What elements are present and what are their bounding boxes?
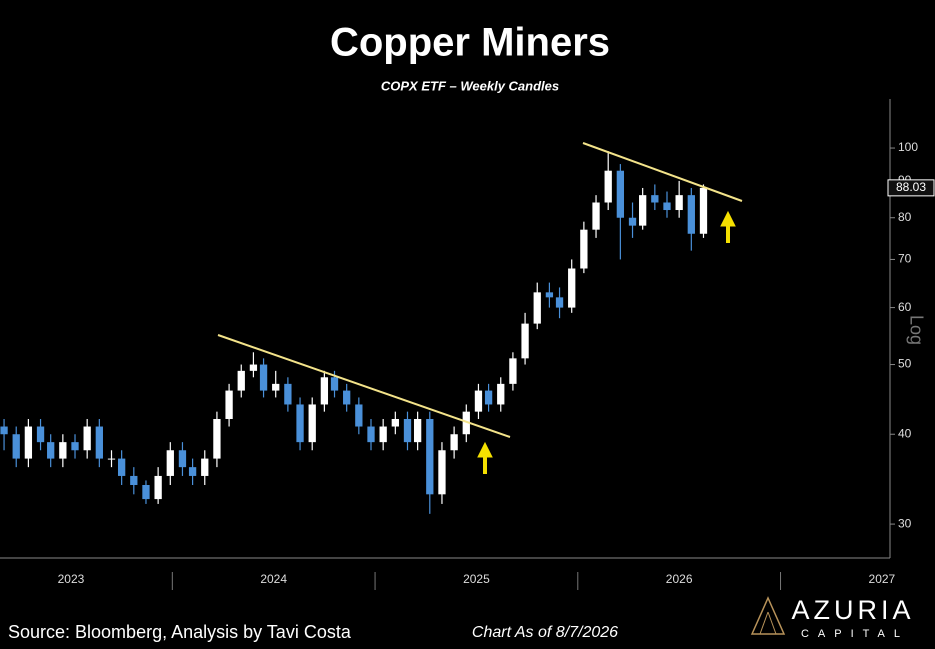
candle-body [154, 475, 162, 500]
candle-body [259, 364, 268, 391]
candle-body [497, 383, 505, 405]
arrow-head [477, 441, 493, 458]
candle-body [462, 411, 470, 435]
candle-body [474, 390, 483, 412]
candles [0, 151, 708, 514]
x-tick-label: 2027 [869, 572, 896, 586]
source: Source: Bloomberg, Analysis by Tavi Cost… [8, 622, 352, 642]
candle-body [178, 450, 187, 468]
candle-body [521, 323, 529, 359]
logo-mark [759, 611, 769, 635]
candle-body [403, 418, 412, 443]
x-tick-label: 2026 [666, 572, 693, 586]
candle-body [71, 442, 79, 451]
candle-body [166, 450, 174, 476]
candle-body [284, 383, 292, 405]
arrows [477, 210, 736, 474]
candle-body [308, 404, 316, 443]
y-tick-label: 80 [898, 210, 912, 224]
candle-body [83, 426, 91, 451]
x-tick-label: 2024 [260, 572, 287, 586]
candle-body [117, 458, 126, 476]
candle-body [47, 442, 55, 459]
y-axis-label: Log [906, 315, 926, 345]
candle-body [533, 292, 541, 324]
x-tick-label: 2025 [463, 572, 490, 586]
x-tick-label: 2023 [58, 572, 85, 586]
last-price-box [887, 179, 935, 197]
candle-body [509, 358, 517, 384]
y-tick-label: 40 [898, 426, 912, 440]
candle-body [580, 229, 588, 269]
arrow-head [720, 210, 736, 227]
y-tick-label: 70 [898, 252, 912, 266]
candle-body [201, 458, 209, 476]
candle-body [343, 390, 351, 405]
candle-body [355, 404, 363, 427]
candle-body [663, 202, 671, 211]
y-tick-label: 50 [898, 357, 912, 371]
candle-body [592, 202, 600, 230]
candle-body [249, 364, 258, 371]
logo-name: AZURIA [791, 595, 914, 625]
logo-tagline: CAPITAL [801, 628, 909, 640]
candle-body [426, 418, 434, 495]
y-tick-label: 60 [898, 300, 912, 314]
candle-body [12, 434, 20, 459]
candle-body [450, 434, 458, 451]
y-tick-label: 100 [898, 140, 918, 154]
candle-body [142, 484, 150, 500]
note: Chart As of 8/7/2026 [472, 624, 618, 641]
candle-body [237, 370, 245, 391]
logo-mark [750, 596, 786, 635]
candle-body [675, 195, 683, 211]
candle-body [639, 195, 647, 226]
logo: AZURIA CAPITAL [750, 595, 914, 640]
candle-body [568, 268, 576, 308]
candle-body [651, 195, 659, 203]
candle-body [225, 390, 233, 419]
chart-title: Copper Miners [330, 21, 610, 65]
y-tick-label: 30 [898, 516, 912, 530]
candle-body [484, 390, 493, 405]
candle-body [391, 418, 399, 427]
candle-body [296, 404, 304, 443]
candle-body [545, 292, 554, 298]
candle-body [130, 475, 138, 485]
candle-body [272, 383, 280, 391]
candle-body [699, 187, 708, 234]
candle-body [59, 442, 67, 459]
trendline [582, 142, 743, 202]
candle-body [413, 418, 422, 443]
chart-subtitle: COPX ETF – Weekly Candles [381, 78, 559, 93]
trendline [217, 334, 511, 438]
candle-body [604, 170, 612, 203]
candle-body [438, 450, 446, 495]
candle-body [107, 458, 116, 460]
logo-mark [767, 611, 777, 635]
candle-body [36, 426, 45, 443]
candle-body [616, 170, 625, 218]
candle-body [687, 195, 695, 234]
candle-body [330, 377, 339, 391]
last-price-label: 88.03 [896, 180, 926, 194]
candle-body [0, 426, 8, 435]
candle-body [213, 418, 221, 459]
candle-body [188, 467, 197, 476]
candle-body [24, 426, 33, 459]
candle-body [555, 297, 564, 308]
candle-body [95, 426, 103, 459]
candle-body [320, 377, 329, 405]
candle-body [628, 217, 637, 226]
candle-body [379, 426, 387, 443]
candle-body [367, 426, 375, 443]
